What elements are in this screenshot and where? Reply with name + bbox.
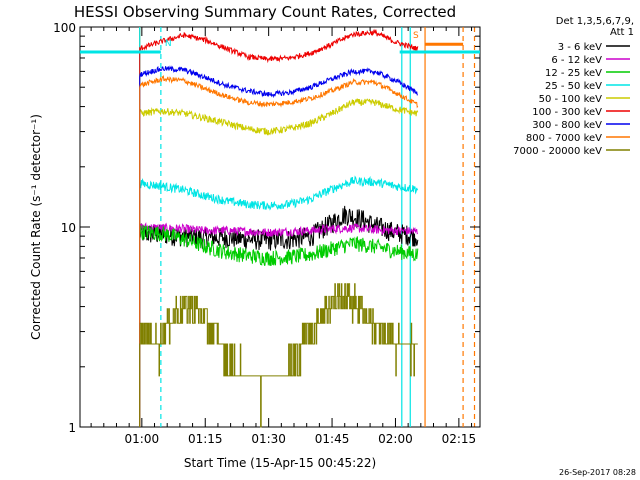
- series-line-7: [139, 74, 419, 427]
- state-label-1: S: [413, 31, 419, 41]
- legend-label-1: 6 - 12 keV: [551, 55, 602, 66]
- x-axis: 01:00 01:15 01:30 01:45 02:00 02:15: [90, 27, 477, 446]
- state-bars: NS: [80, 31, 480, 54]
- y-tick-label: 1: [68, 421, 76, 435]
- legend-label-2: 12 - 25 keV: [545, 68, 602, 79]
- series-line-1: [139, 222, 419, 427]
- state-label-0: N: [165, 39, 172, 49]
- legend-label-4: 50 - 100 keV: [539, 94, 603, 105]
- legend-label-6: 300 - 800 keV: [532, 120, 602, 131]
- y-tick-label: 100: [53, 21, 76, 35]
- legend-label-7: 800 - 7000 keV: [526, 133, 602, 144]
- series-line-4: [139, 98, 419, 427]
- legend-label-0: 3 - 6 keV: [558, 42, 602, 53]
- x-tick-label: 01:30: [251, 432, 286, 446]
- x-tick-label: 01:45: [315, 432, 350, 446]
- series-lines: [139, 28, 419, 428]
- legend-label-5: 100 - 300 keV: [532, 107, 602, 118]
- x-axis-label: Start Time (15-Apr-15 00:45:22): [184, 456, 376, 470]
- legend-label-3: 25 - 50 keV: [545, 81, 602, 92]
- series-line-0: [139, 205, 419, 427]
- series-line-6: [139, 65, 418, 427]
- date-stamp: 26-Sep-2017 08:28: [559, 468, 636, 477]
- series-line-2: [139, 225, 419, 427]
- chart-title: HESSI Observing Summary Count Rates, Cor…: [74, 3, 456, 21]
- legend-label-8: 7000 - 20000 keV: [513, 146, 602, 157]
- y-axis: 1 10 100: [53, 21, 480, 435]
- legend: Det 1,3,5,6,7,9,Att 1 3 - 6 keV 6 - 12 keV…: [513, 16, 634, 157]
- x-tick-label: 02:00: [378, 432, 413, 446]
- series-line-8: [139, 283, 418, 428]
- legend-header-1: Att 1: [610, 27, 634, 38]
- x-tick-label: 02:15: [442, 432, 477, 446]
- series-line-5: [139, 28, 419, 427]
- legend-header-0: Det 1,3,5,6,7,9,: [556, 16, 634, 27]
- y-tick-label: 10: [61, 221, 76, 235]
- series-line-3: [139, 175, 419, 427]
- y-axis-label: Corrected Count Rate (s⁻¹ detector⁻¹): [29, 114, 43, 340]
- x-tick-label: 01:15: [188, 432, 223, 446]
- x-tick-label: 01:00: [125, 432, 160, 446]
